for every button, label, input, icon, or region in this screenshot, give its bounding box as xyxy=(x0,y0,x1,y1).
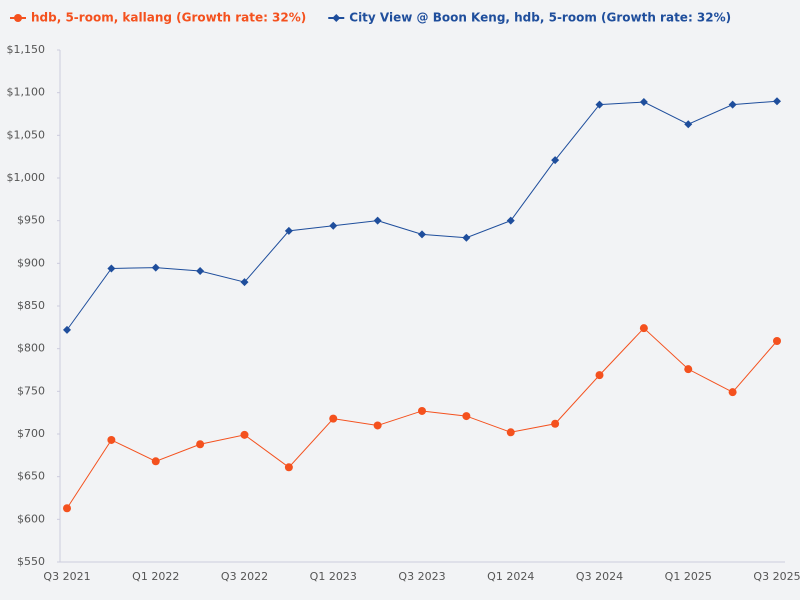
point xyxy=(329,414,338,423)
point xyxy=(329,221,338,230)
y-tick-label: $900 xyxy=(17,256,45,269)
point xyxy=(462,233,471,242)
y-tick-label: $1,050 xyxy=(7,128,46,141)
point xyxy=(639,98,648,107)
y-tick-label: $850 xyxy=(17,299,45,312)
series-line xyxy=(66,327,778,509)
point xyxy=(196,440,205,449)
point xyxy=(551,156,560,165)
point xyxy=(107,435,116,444)
series-line xyxy=(66,100,778,331)
x-tick-label: Q3 2022 xyxy=(221,570,268,583)
x-tick-label: Q3 2024 xyxy=(576,570,623,583)
y-tick-label: $1,100 xyxy=(7,86,46,99)
point xyxy=(284,463,293,472)
point xyxy=(551,419,560,428)
point xyxy=(773,336,781,345)
y-tick-label: $650 xyxy=(17,470,45,483)
x-tick-label: Q1 2025 xyxy=(665,570,712,583)
legend-text: City View @ Boon Keng, hdb, 5-room (Grow… xyxy=(349,11,731,25)
point xyxy=(462,412,471,421)
y-tick-label: $1,150 xyxy=(7,43,46,56)
point xyxy=(773,97,781,106)
y-tick-label: $600 xyxy=(17,512,45,525)
point xyxy=(639,324,648,333)
x-tick-label: Q1 2024 xyxy=(487,570,534,583)
x-tick-label: Q1 2023 xyxy=(310,570,357,583)
y-tick-label: $1,000 xyxy=(7,171,46,184)
y-tick-label: $700 xyxy=(17,427,45,440)
x-tick-label: Q3 2023 xyxy=(398,570,445,583)
point xyxy=(728,388,737,397)
legend-item: City View @ Boon Keng, hdb, 5-room (Grow… xyxy=(328,11,731,25)
y-tick-label: $750 xyxy=(17,384,45,397)
point xyxy=(418,230,426,239)
y-tick-label: $550 xyxy=(17,555,45,568)
point xyxy=(240,278,249,287)
x-tick-label: Q3 2025 xyxy=(753,570,800,583)
point xyxy=(151,263,160,272)
point xyxy=(728,100,737,109)
legend-text: hdb, 5-room, kallang (Growth rate: 32%) xyxy=(31,11,306,25)
y-tick-label: $950 xyxy=(17,214,45,227)
legend-item: hdb, 5-room, kallang (Growth rate: 32%) xyxy=(10,11,306,25)
point xyxy=(418,406,426,415)
legend-marker xyxy=(332,14,341,22)
y-tick-label: $800 xyxy=(17,342,45,355)
point xyxy=(506,428,515,437)
point xyxy=(196,267,205,276)
x-tick-label: Q3 2021 xyxy=(43,570,90,583)
point xyxy=(151,457,160,466)
point xyxy=(684,365,693,374)
point xyxy=(284,226,293,235)
point xyxy=(373,216,382,225)
point xyxy=(506,216,515,225)
point xyxy=(240,430,249,439)
point xyxy=(684,120,693,129)
point xyxy=(595,371,604,380)
legend-marker xyxy=(14,14,22,22)
point xyxy=(595,100,604,109)
point xyxy=(373,421,382,430)
x-tick-label: Q1 2022 xyxy=(132,570,179,583)
point xyxy=(63,504,71,513)
point xyxy=(107,264,116,273)
point xyxy=(63,325,71,334)
